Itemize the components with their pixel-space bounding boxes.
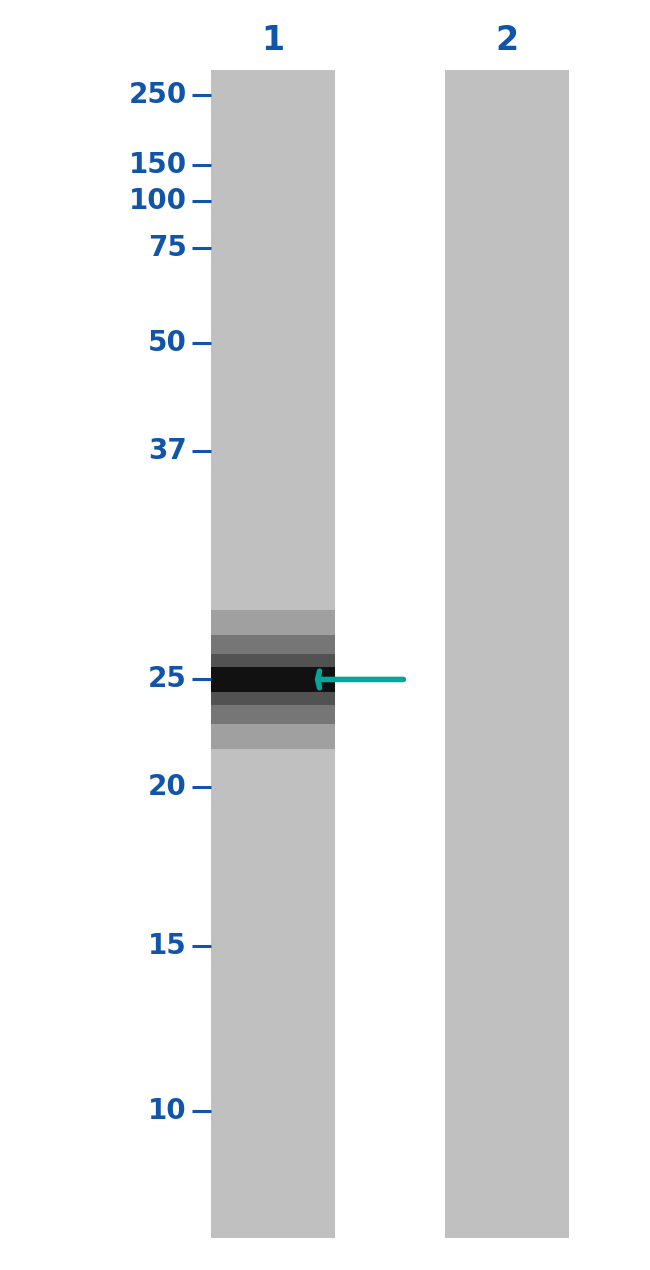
Bar bbox=[211, 70, 335, 1238]
Text: 15: 15 bbox=[148, 932, 187, 960]
Text: 250: 250 bbox=[128, 81, 187, 109]
Text: 100: 100 bbox=[129, 187, 187, 215]
Bar bbox=[211, 654, 335, 705]
Bar bbox=[211, 667, 335, 692]
Text: 37: 37 bbox=[148, 437, 187, 465]
Text: 10: 10 bbox=[148, 1097, 187, 1125]
Text: 1: 1 bbox=[261, 24, 285, 57]
Text: 25: 25 bbox=[148, 665, 187, 693]
Bar bbox=[211, 610, 335, 749]
Bar bbox=[445, 70, 569, 1238]
Text: 2: 2 bbox=[495, 24, 519, 57]
Text: 150: 150 bbox=[129, 151, 187, 179]
Bar bbox=[211, 635, 335, 724]
Text: 20: 20 bbox=[148, 773, 187, 801]
Text: 75: 75 bbox=[148, 234, 187, 262]
Text: 50: 50 bbox=[148, 329, 187, 357]
